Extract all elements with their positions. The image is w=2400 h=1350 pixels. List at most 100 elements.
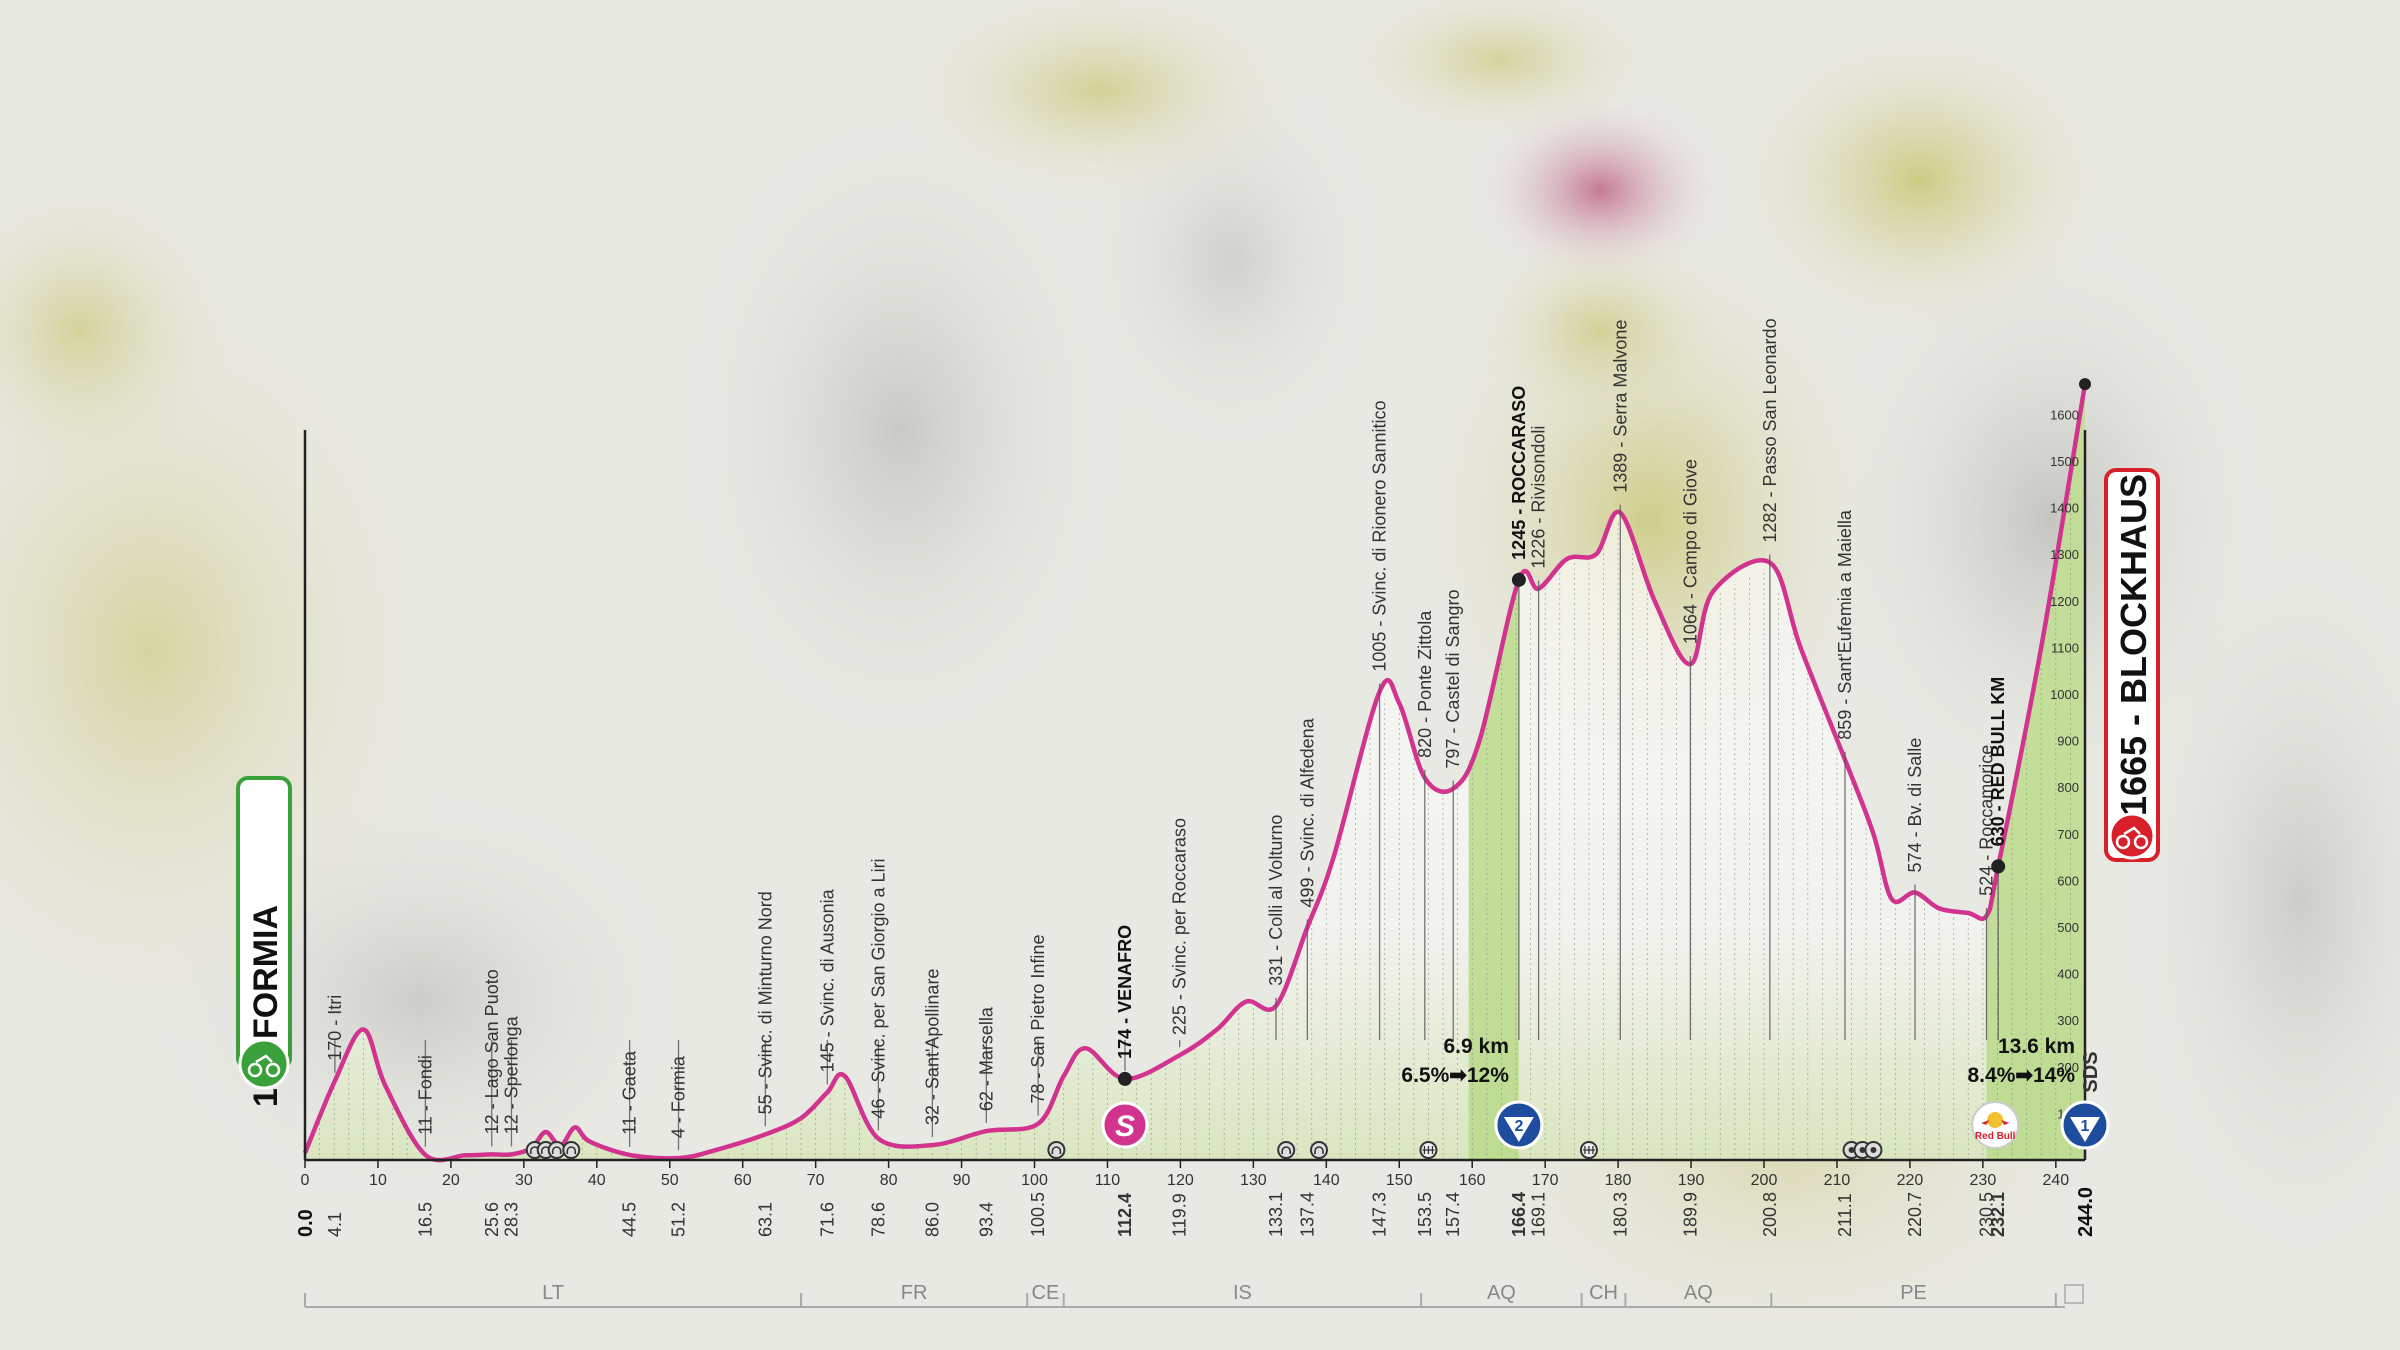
place-name: 11 - Fondi xyxy=(415,1055,435,1135)
x-tick-label: 240 xyxy=(2042,1172,2069,1189)
place-km: 119.9 xyxy=(1170,1193,1190,1237)
province-end-box xyxy=(2064,1284,2084,1304)
place-name: 524 - Roccamorice xyxy=(1977,745,1997,896)
place-km: 189.9 xyxy=(1680,1192,1700,1237)
y-scale-label: 300 xyxy=(2057,1013,2079,1028)
place-km: 137.4 xyxy=(1297,1192,1317,1237)
y-scale-label: 1600 xyxy=(2050,407,2079,422)
y-scale-label: 800 xyxy=(2057,780,2079,795)
place-km: 0.0 xyxy=(295,1209,317,1237)
start-bike-icon xyxy=(265,1062,281,1078)
place-km: 230.5 xyxy=(1977,1192,1997,1237)
red-bull-label: Red Bull xyxy=(1975,1131,2016,1142)
y-scale-label: 1200 xyxy=(2050,594,2079,609)
kom-icon xyxy=(2070,1117,2100,1142)
climb-gradient: 6.5%➡12% xyxy=(1401,1064,1509,1087)
place-name: 1064 - Campo di Giove xyxy=(1680,459,1700,644)
finish-bike-icon xyxy=(2115,834,2131,850)
place-km: 25.6 xyxy=(482,1202,502,1237)
place-km: 166.4 xyxy=(1509,1192,1529,1237)
y-scale-label: 1100 xyxy=(2051,640,2079,655)
place-km: 63.1 xyxy=(755,1202,775,1237)
climb-gradient: 8.4%➡14% xyxy=(1968,1064,2076,1087)
place-name: 331 - Colli al Volturno xyxy=(1266,815,1286,986)
tunnel-icon xyxy=(1277,1141,1296,1159)
x-tick-label: 160 xyxy=(1459,1172,1486,1189)
place-name: 1245 - ROCCARASO xyxy=(1509,386,1529,560)
place-name: 499 - Svinc. di Alfedena xyxy=(1297,717,1317,907)
tunnel-icon xyxy=(566,1146,577,1154)
place-km: 133.1 xyxy=(1266,1192,1286,1237)
finish-dot xyxy=(2079,378,2091,391)
province-label: FR xyxy=(901,1282,928,1304)
x-tick-label: 190 xyxy=(1678,1172,1705,1189)
place-name: 145 - Svinc. di Ausonia xyxy=(817,888,837,1072)
tunnel-icon xyxy=(1310,1141,1329,1159)
place-name: 55 - Svinc. di Minturno Nord xyxy=(755,891,775,1114)
x-tick-label: 130 xyxy=(1240,1172,1267,1189)
x-tick-label: 90 xyxy=(953,1172,971,1189)
province-label: IS xyxy=(1233,1282,1252,1304)
y-scale-label: 1300 xyxy=(2050,547,2079,562)
x-tick-label: 100 xyxy=(1021,1172,1048,1189)
x-tick-label: 50 xyxy=(661,1172,679,1189)
place-dot xyxy=(1991,859,2006,874)
tunnel-icon xyxy=(562,1141,581,1159)
sds-label: SDS xyxy=(2080,1051,2102,1092)
x-tick-label: 180 xyxy=(1605,1172,1632,1189)
climb-area-2 xyxy=(1986,384,2085,1161)
place-km: 100.5 xyxy=(1028,1192,1048,1237)
place-name: 12 - Lago San Puoto xyxy=(482,969,502,1134)
place-km: 153.5 xyxy=(1415,1192,1435,1237)
y-scale-label: 1400 xyxy=(2050,501,2079,516)
place-dot xyxy=(1511,572,1526,587)
kom-category: 1 xyxy=(2081,1118,2090,1135)
kom-category: 2 xyxy=(1514,1118,1523,1135)
y-scale-label: 200 xyxy=(2057,1060,2079,1075)
tunnel-icon xyxy=(551,1146,562,1154)
place-km: 244.0 xyxy=(2075,1187,2097,1237)
place-name: 859 - Sant'Eufemia a Maiella xyxy=(1835,509,1855,740)
place-km: 78.6 xyxy=(868,1202,888,1237)
place-km: 157.4 xyxy=(1443,1192,1463,1237)
y-scale-label: 900 xyxy=(2057,734,2079,749)
place-name: 11 - Gaeta xyxy=(620,1050,640,1135)
place-name: 174 - VENAFRO xyxy=(1115,925,1135,1059)
bridge-icon xyxy=(1422,1146,1435,1154)
roundabout-icon xyxy=(1848,1147,1855,1153)
start-bike-icon xyxy=(247,1062,263,1078)
x-tick-label: 0 xyxy=(301,1172,310,1189)
place-km: 169.1 xyxy=(1529,1192,1549,1237)
tunnel-icon xyxy=(1051,1146,1062,1154)
y-scale-label: 600 xyxy=(2057,873,2079,888)
place-km: 16.5 xyxy=(415,1202,435,1237)
province-label: CE xyxy=(1032,1282,1060,1304)
climb-area-1 xyxy=(1468,579,1519,1160)
place-km: 71.6 xyxy=(817,1202,837,1237)
province-label: AQ xyxy=(1487,1282,1516,1304)
place-km: 4.1 xyxy=(325,1212,345,1237)
start-bike-icon xyxy=(255,1054,273,1064)
x-tick-label: 110 xyxy=(1095,1172,1121,1189)
x-tick-label: 140 xyxy=(1313,1172,1340,1189)
x-tick-label: 150 xyxy=(1386,1172,1413,1189)
x-tick-label: 220 xyxy=(1897,1172,1924,1189)
finish-bike-icon xyxy=(2123,826,2141,836)
finish-bike-icon xyxy=(2108,812,2156,860)
place-km: 200.8 xyxy=(1760,1192,1780,1237)
bridge-icon xyxy=(1582,1146,1595,1154)
place-name: 62 - Marsella xyxy=(976,1006,996,1111)
kom-icon xyxy=(1503,1117,1534,1142)
x-tick-label: 20 xyxy=(442,1172,460,1189)
province-label: LT xyxy=(542,1282,564,1304)
place-km: 51.2 xyxy=(669,1202,689,1237)
x-tick-label: 120 xyxy=(1167,1172,1194,1189)
x-tick-label: 60 xyxy=(734,1172,752,1189)
roundabout-icon xyxy=(1870,1147,1877,1153)
place-name: 1389 - Serra Malvone xyxy=(1610,320,1630,493)
place-km: 147.3 xyxy=(1370,1192,1390,1237)
place-name: 1226 - Rivisondoli xyxy=(1529,426,1549,569)
climb-length: 13.6 km xyxy=(1998,1035,2075,1058)
place-name: 78 - San Pietro Infine xyxy=(1028,935,1048,1104)
